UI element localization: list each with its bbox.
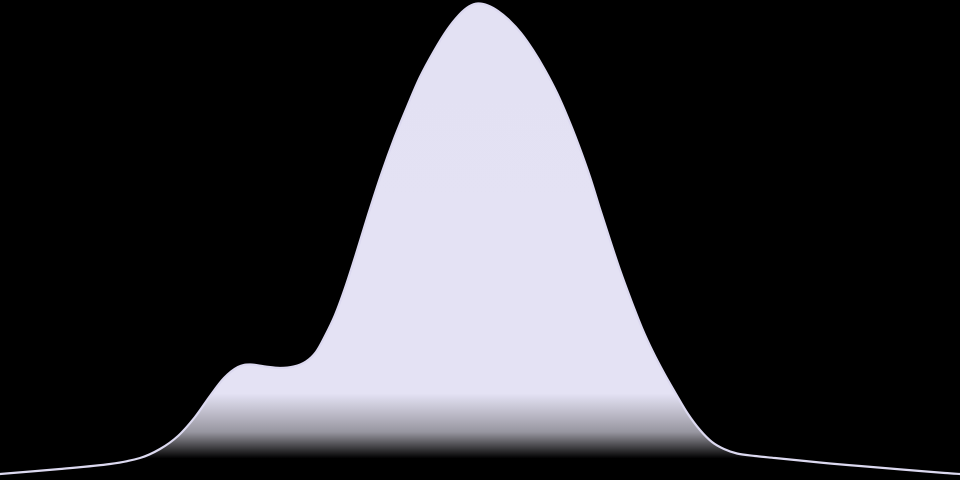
area-fill — [0, 3, 960, 480]
